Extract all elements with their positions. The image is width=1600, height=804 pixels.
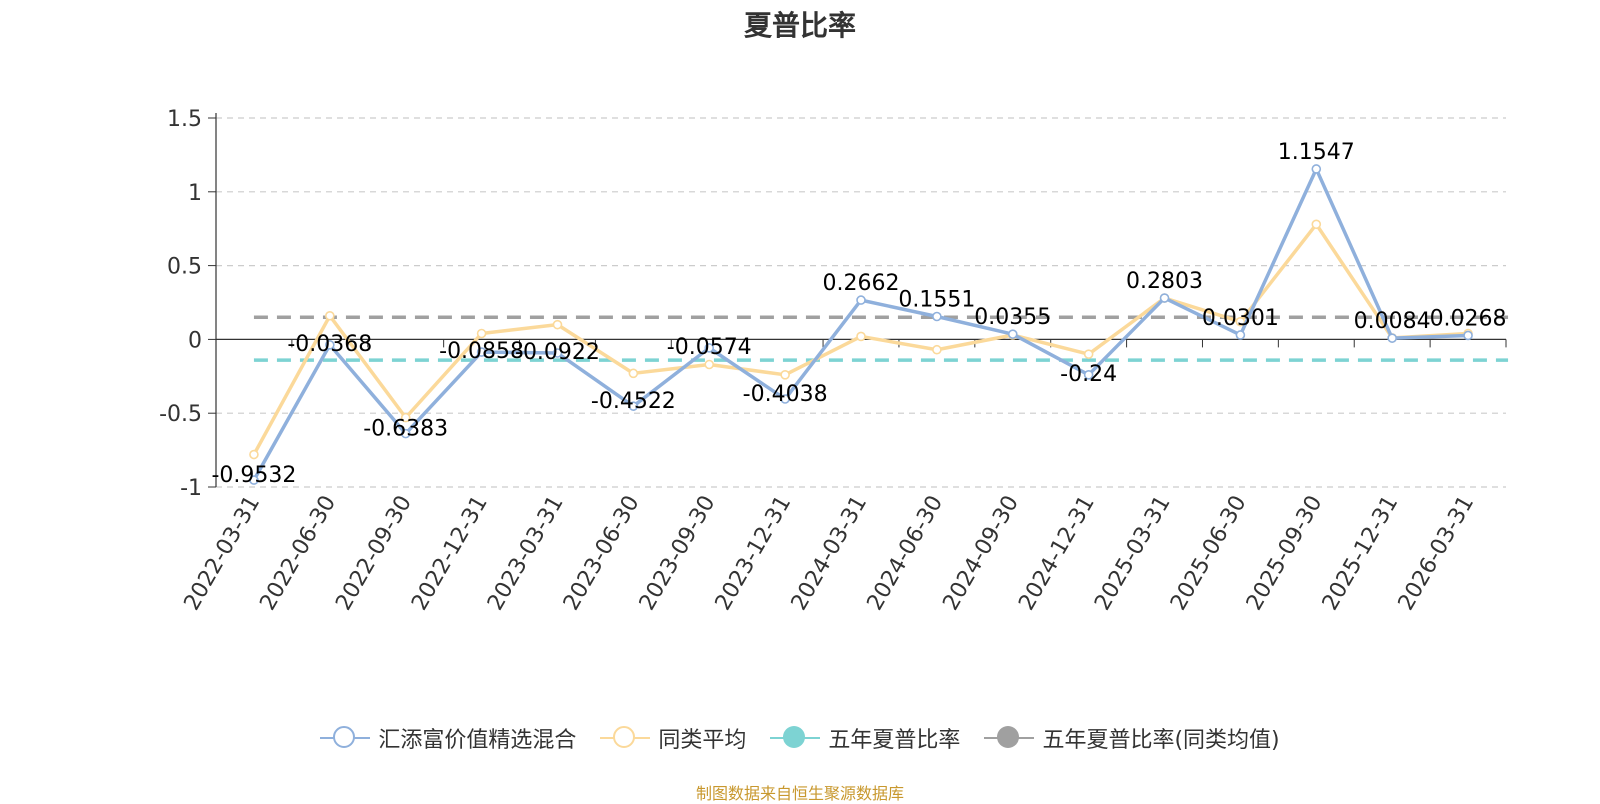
data-point-peer-average	[1235, 316, 1246, 327]
data-label: -0.0574	[667, 335, 752, 360]
data-point-fund	[476, 347, 487, 357]
data-label: 0.2803	[1126, 269, 1203, 294]
data-point-fund	[856, 295, 866, 305]
y-tick-label: 1	[188, 181, 202, 206]
x-tick-label: 2024-12-31	[1014, 492, 1100, 615]
legend-item-fund[interactable]: 汇添富价值精选混合	[320, 722, 576, 754]
y-tick-label: -0.5	[159, 402, 202, 427]
data-source-note: 制图数据来自恒生聚源数据库	[695, 784, 904, 803]
x-tick-label: 2025-06-30	[1166, 492, 1252, 615]
y-tick-label: 0.5	[167, 255, 202, 280]
data-point-peer-average	[628, 368, 639, 379]
data-label: 0.0268	[1430, 306, 1507, 331]
legend-swatch-fund	[320, 725, 371, 751]
data-point-fund	[1083, 370, 1094, 380]
x-tick-label: 2023-06-30	[559, 492, 645, 615]
data-point-peer-average	[1083, 349, 1094, 359]
data-point-fund	[1159, 293, 1170, 303]
x-tick-label: 2024-06-30	[862, 492, 948, 615]
x-tick-label: 2024-03-31	[787, 492, 873, 615]
x-tick-label: 2023-12-31	[711, 492, 797, 615]
data-point-peer-average	[325, 310, 335, 321]
x-tick-label: 2025-12-31	[1318, 492, 1404, 615]
data-label: -0.6383	[363, 417, 448, 442]
data-label: -0.24	[1060, 362, 1117, 387]
legend-item-peer-average[interactable]: 同类平均	[600, 722, 746, 754]
data-label: -0.4038	[743, 382, 828, 407]
data-point-peer-average	[704, 359, 715, 370]
x-tick-label: 2023-03-31	[483, 492, 569, 615]
data-point-fund	[325, 340, 335, 350]
data-point-fund	[1463, 330, 1473, 341]
data-label: 0.2662	[823, 271, 900, 296]
x-tick-label: 2026-03-31	[1394, 492, 1480, 615]
legend-label-peer-average: 同类平均	[658, 728, 747, 753]
data-point-fund	[1387, 333, 1397, 343]
data-point-fund	[400, 428, 411, 439]
data-label: 0.0084	[1354, 309, 1431, 334]
y-tick-label: 0	[188, 328, 202, 353]
legend-label-five-year-sharpe-peer: 五年夏普比率(同类均值)	[1042, 728, 1280, 753]
data-label: -0.0922	[515, 340, 600, 365]
x-tick-label: 2023-09-30	[635, 492, 721, 615]
data-label: 0.0301	[1202, 306, 1279, 331]
data-point-fund	[1235, 330, 1246, 340]
data-point-peer-average	[400, 412, 411, 423]
chart-title: 夏普比率	[743, 9, 856, 42]
data-point-peer-average	[1311, 219, 1322, 230]
legend: 汇添富价值精选混合 同类平均 五年夏普比率 五年夏普比率(同类均值)	[0, 722, 1600, 754]
data-point-peer-average	[249, 449, 259, 460]
legend-item-five-year-sharpe[interactable]: 五年夏普比率	[770, 722, 960, 754]
data-point-peer-average	[780, 370, 790, 380]
data-point-fund	[780, 394, 790, 404]
data-label: 0.0355	[974, 305, 1051, 330]
x-tick-label: 2025-09-30	[1242, 492, 1328, 615]
data-point-peer-average	[856, 331, 866, 342]
y-tick-label: -1	[180, 476, 202, 501]
data-point-peer-average	[932, 344, 942, 355]
legend-swatch-five-year-sharpe-peer	[984, 725, 1035, 751]
data-point-fund	[628, 401, 639, 411]
y-tick-label: 1.5	[167, 107, 202, 132]
data-label: -0.9532	[211, 463, 296, 488]
data-label: -0.4522	[591, 389, 676, 414]
data-point-fund	[249, 475, 259, 485]
x-tick-label: 2022-03-31	[180, 492, 266, 615]
data-point-fund	[1007, 329, 1018, 339]
data-point-fund	[1311, 164, 1322, 174]
x-tick-label: 2025-03-31	[1090, 492, 1176, 615]
data-point-fund	[932, 311, 942, 322]
data-label: -0.0368	[287, 332, 372, 357]
data-label: 1.1547	[1278, 140, 1355, 165]
x-tick-label: 2022-06-30	[255, 492, 341, 615]
legend-label-fund: 汇添富价值精选混合	[378, 728, 577, 753]
legend-swatch-five-year-sharpe	[770, 725, 821, 751]
legend-item-five-year-sharpe-peer[interactable]: 五年夏普比率(同类均值)	[984, 722, 1280, 754]
data-point-fund	[704, 343, 715, 353]
legend-swatch-peer-average	[600, 725, 651, 751]
data-label: -0.0858	[439, 339, 524, 364]
x-tick-label: 2024-09-30	[938, 491, 1024, 614]
legend-label-five-year-sharpe: 五年夏普比率	[828, 728, 961, 753]
data-point-peer-average	[552, 319, 563, 330]
data-point-fund	[552, 348, 563, 358]
x-tick-label: 2022-09-30	[331, 492, 417, 615]
x-tick-label: 2022-12-31	[407, 492, 493, 615]
data-label: 0.1551	[898, 288, 975, 313]
data-point-peer-average	[476, 328, 487, 339]
